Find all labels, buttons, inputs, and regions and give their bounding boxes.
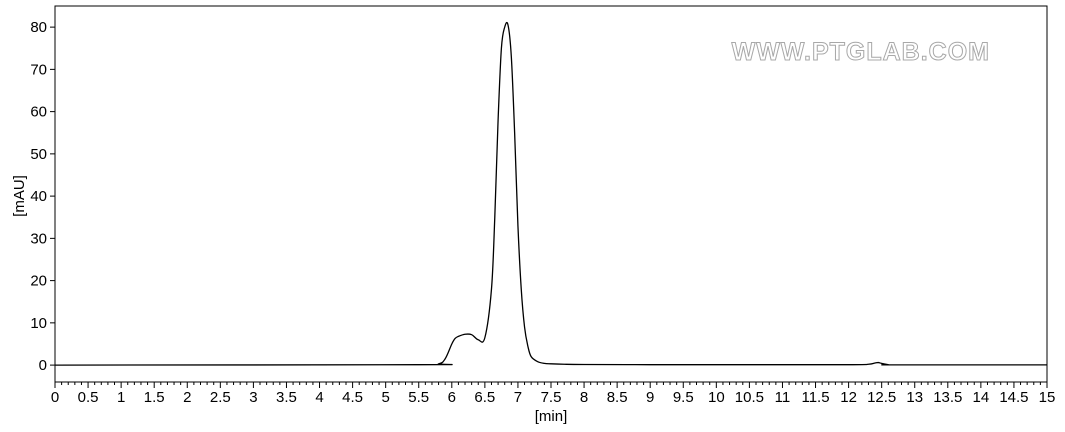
x-tick-label: 3 [249, 389, 257, 406]
x-tick-label: 4 [315, 389, 323, 406]
x-axis-ticks: 0 0.5 1 1.5 2 2.5 3 3.5 4 4.5 5 5.5 6 6.5 7 7.5 8 8.5 9 9.5… [51, 382, 1056, 406]
x-tick-label: 6.5 [474, 389, 495, 406]
y-tick-label: 70 [30, 61, 47, 78]
x-tick-label: 5 [381, 389, 389, 406]
watermark-text: WWW.PTGLAB.COM [732, 38, 990, 66]
x-tick-label: 13.5 [933, 389, 962, 406]
x-tick-label: 7.5 [541, 389, 562, 406]
x-tick-label: 0 [51, 389, 59, 406]
x-axis-title: [min] [535, 408, 568, 425]
x-tick-label: 0.5 [78, 389, 99, 406]
x-tick-label: 12.5 [867, 389, 896, 406]
x-tick-label: 5.5 [408, 389, 429, 406]
x-tick-label: 4.5 [342, 389, 363, 406]
x-tick-label: 11.5 [801, 389, 829, 406]
x-tick-label: 2.5 [210, 389, 231, 406]
x-tick-label: 13 [906, 389, 923, 406]
y-axis-title: [mAU] [11, 175, 28, 217]
x-tick-label: 8 [580, 389, 588, 406]
x-tick-label: 12 [840, 389, 857, 406]
y-tick-label: 0 [39, 357, 47, 374]
y-tick-label: 80 [30, 19, 47, 36]
x-tick-label: 14 [973, 389, 990, 406]
x-tick-label: 11 [775, 389, 791, 406]
y-tick-label: 10 [30, 315, 47, 332]
y-tick-label: 30 [30, 230, 47, 247]
x-tick-label: 3.5 [276, 389, 297, 406]
x-tick-label: 15 [1039, 389, 1056, 406]
series-line-0 [54, 21, 1048, 366]
x-tick-label: 2 [183, 389, 191, 406]
x-tick-label: 14.5 [999, 389, 1028, 406]
y-tick-label: 60 [30, 104, 47, 121]
x-tick-label: 8.5 [607, 389, 628, 406]
y-tick-label: 40 [30, 188, 47, 205]
y-axis-ticks: 0 10 20 30 40 50 60 70 80 [30, 19, 55, 374]
y-tick-label: 20 [30, 273, 47, 290]
x-tick-label: 9.5 [673, 389, 694, 406]
x-tick-label: 10.5 [735, 389, 764, 406]
series-layer [54, 21, 1048, 366]
y-tick-label: 50 [30, 146, 47, 163]
x-tick-label: 1 [117, 389, 125, 406]
x-tick-label: 1.5 [144, 389, 165, 406]
x-tick-label: 6 [448, 389, 456, 406]
x-tick-label: 10 [708, 389, 725, 406]
x-tick-label: 7 [514, 389, 522, 406]
x-tick-label: 9 [646, 389, 654, 406]
